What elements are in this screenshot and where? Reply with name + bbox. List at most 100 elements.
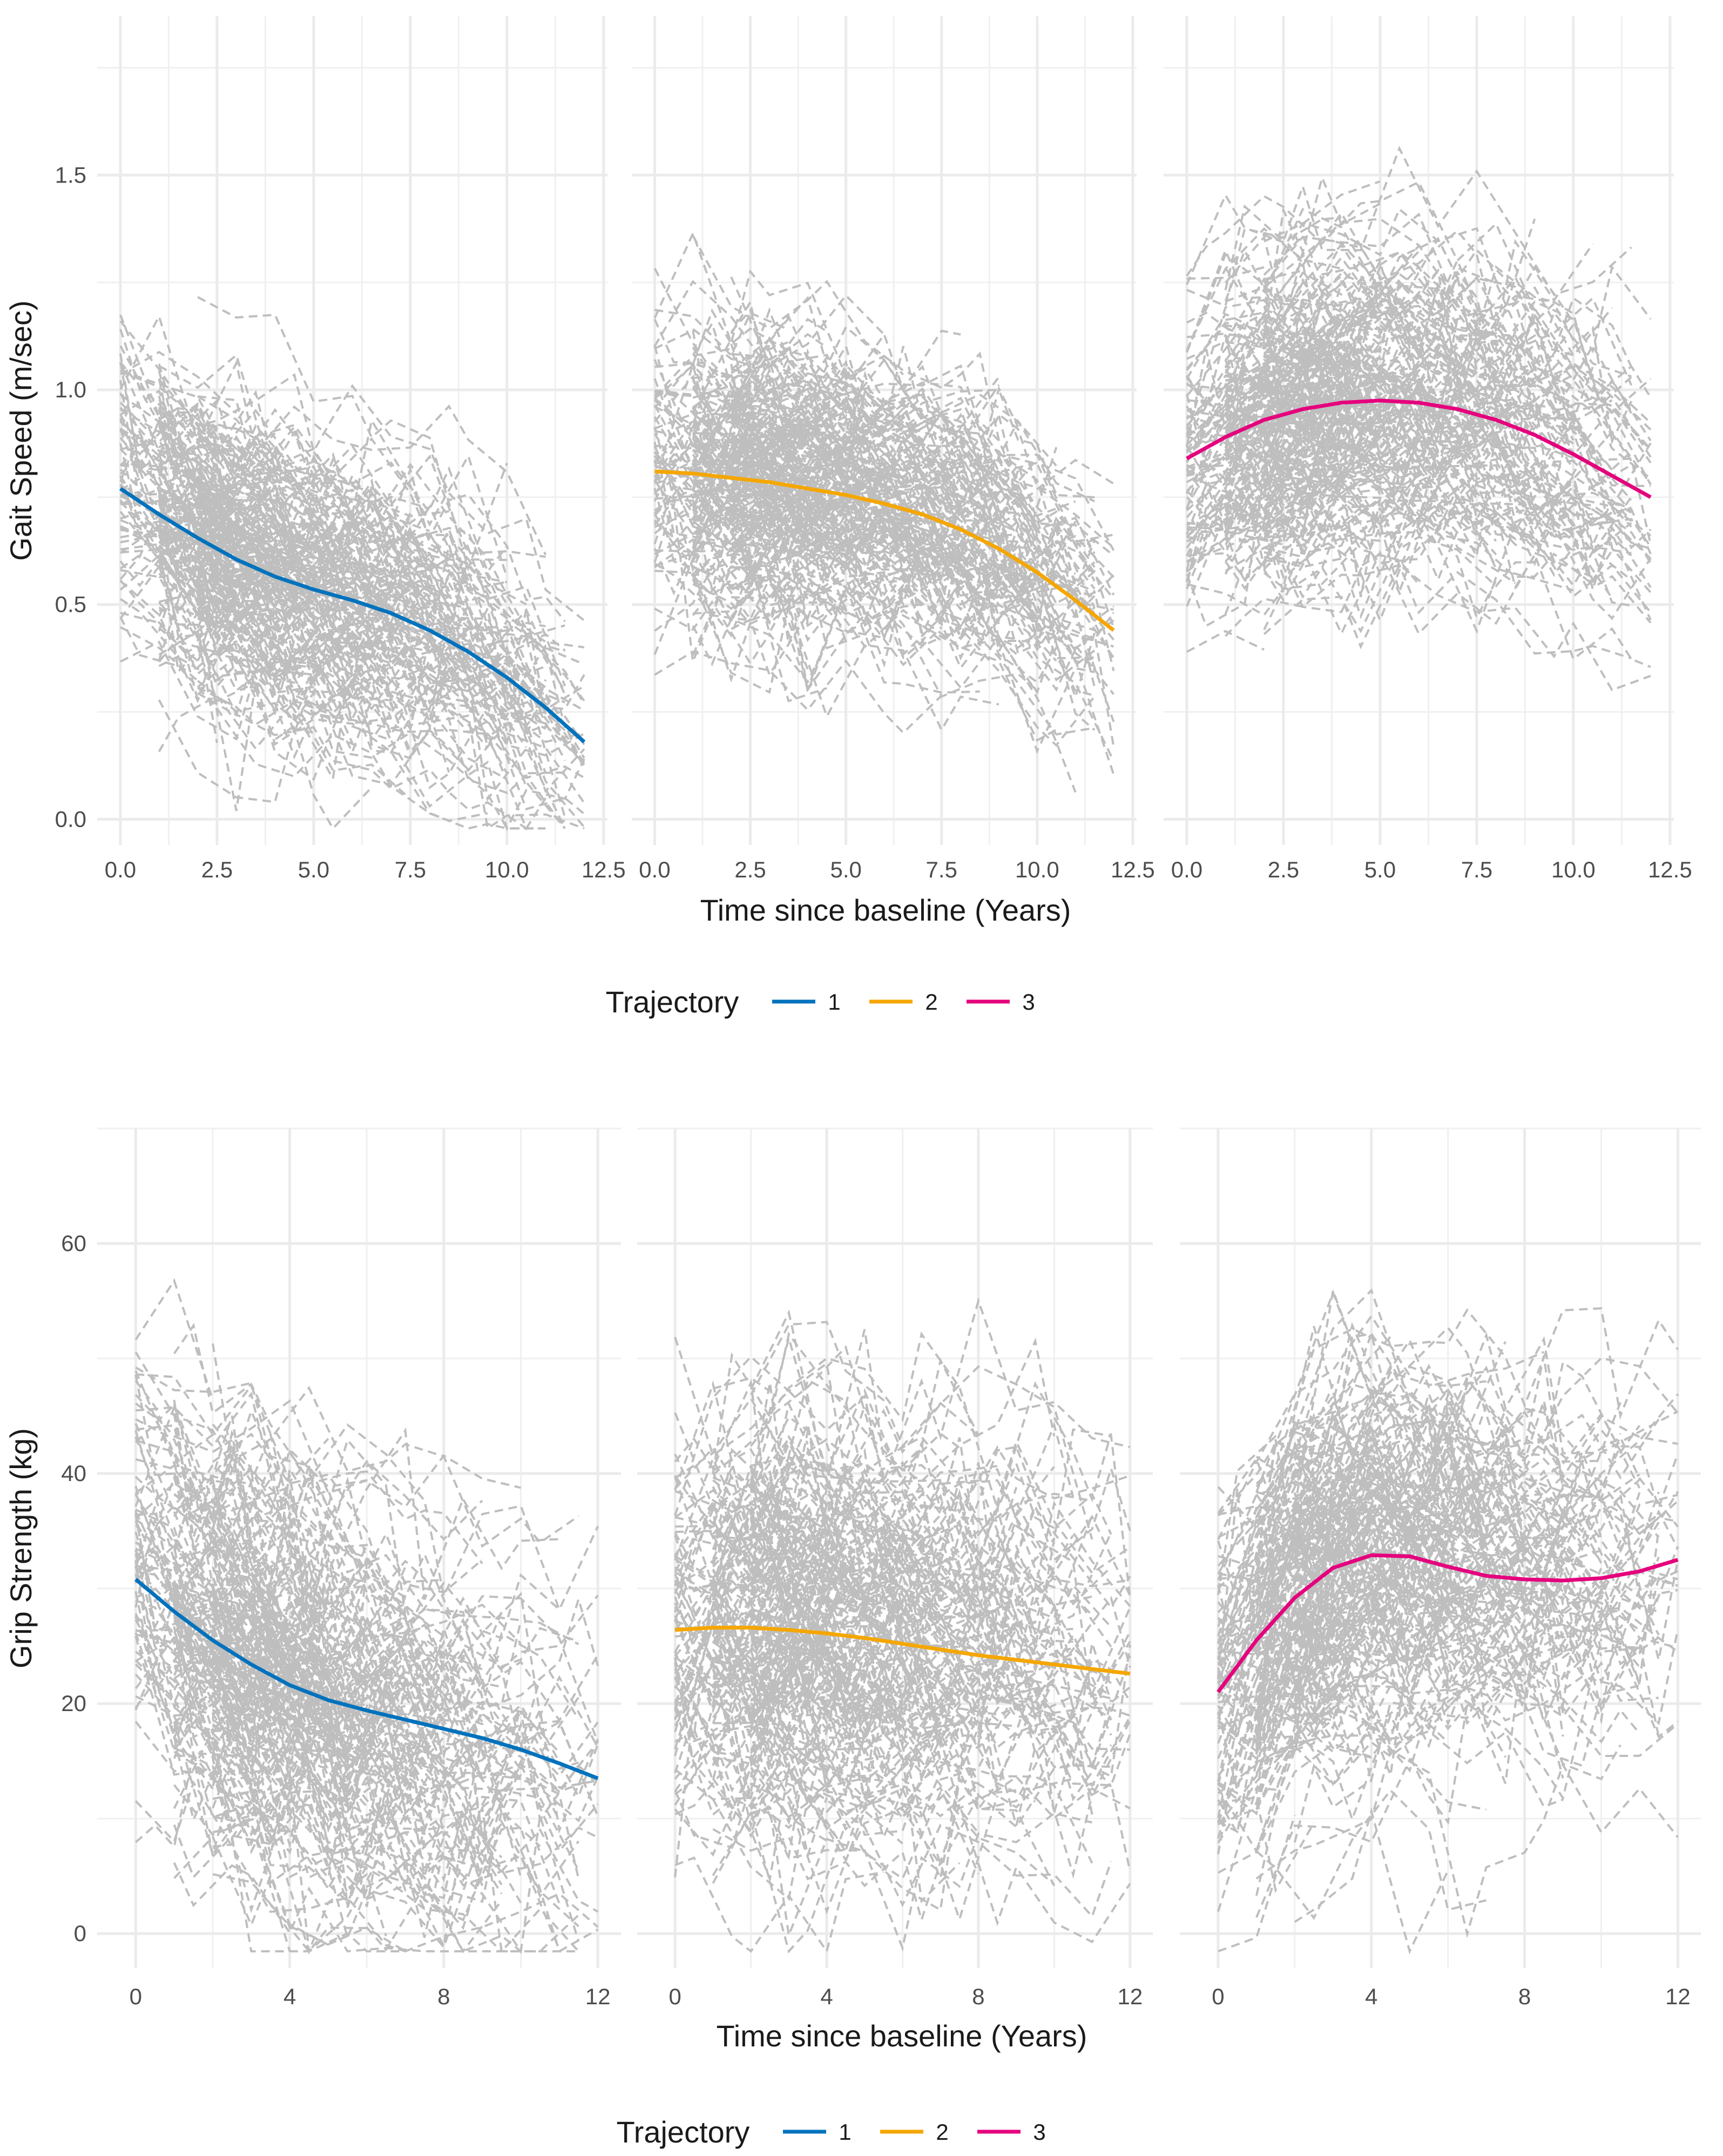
individual-trajectory-line (1293, 1461, 1506, 1659)
individual-trajectory-line (173, 1611, 599, 1839)
individual-trajectory-line (1294, 1329, 1621, 1503)
x-tick-label: 8 (1518, 1984, 1531, 2009)
individual-trajectory-line (712, 1629, 1130, 1751)
individual-trajectory-line (674, 1555, 1073, 1718)
individual-trajectory-line (158, 645, 276, 711)
x-tick-label: 10.0 (1551, 857, 1596, 882)
individual-trajectory-line (134, 1573, 521, 1780)
individual-trajectory-line (1186, 227, 1613, 440)
individual-trajectory-line (674, 1722, 942, 1836)
individual-trajectory-line (197, 424, 392, 576)
legend-title: Trajectory (617, 2115, 750, 2149)
individual-trajectory-line (1217, 1705, 1295, 1819)
individual-trajectory-line (1255, 1439, 1353, 1493)
individual-trajectory-line (674, 1620, 752, 1756)
individual-trajectory-line (1294, 1493, 1564, 1635)
individual-trajectory-line (158, 399, 508, 574)
individual-trajectory-line (119, 362, 237, 491)
individual-trajectory-line (749, 1628, 903, 1790)
individual-trajectory-line (692, 457, 1038, 618)
individual-trajectory-line (654, 367, 1038, 565)
individual-trajectory-line (134, 1482, 194, 1520)
individual-trajectory-line (173, 1591, 598, 1789)
individual-trajectory-line (1255, 1788, 1487, 1920)
individual-trajectory-line (1217, 1491, 1602, 1715)
y-tick-label: 60 (61, 1231, 86, 1256)
individual-trajectory-line (1255, 1585, 1449, 1732)
x-tick-label: 8 (437, 1984, 450, 2009)
individual-trajectory-line (654, 391, 847, 482)
individual-trajectory-line (134, 1394, 522, 1509)
individual-trajectory-line (1217, 1575, 1449, 1836)
trajectory-1-line (119, 486, 586, 744)
individual-trajectory-line (1186, 472, 1285, 519)
x-tick-label: 5.0 (830, 857, 861, 882)
individual-trajectory-line (653, 442, 1115, 659)
individual-trajectory-line (158, 406, 470, 591)
individual-trajectory-line (712, 1617, 979, 1738)
individual-trajectory-line (159, 501, 315, 560)
individual-trajectory-line (173, 1652, 329, 1763)
individual-trajectory-line (674, 1415, 941, 1574)
individual-trajectory-line (750, 1760, 847, 1853)
individual-trajectory-line (654, 517, 713, 556)
individual-trajectory-line (197, 583, 528, 746)
individual-trajectory-line (173, 1648, 560, 1904)
individual-trajectory-line (674, 1523, 808, 1618)
individual-trajectory-line (1186, 484, 1574, 617)
individual-trajectory-line (692, 428, 808, 478)
individual-trajectory-line (1217, 1693, 1295, 1839)
individual-trajectory-line (749, 1618, 979, 1834)
individual-trajectory-line (692, 483, 1000, 624)
individual-trajectory-line (1256, 1554, 1621, 1702)
x-tick-label: 4 (820, 1984, 833, 2009)
individual-trajectory-line (1225, 292, 1594, 445)
individual-trajectory-line (159, 547, 392, 668)
individual-trajectory-line (120, 369, 431, 513)
individual-trajectory-line (712, 1590, 942, 1689)
individual-trajectory-line (1217, 1437, 1660, 1679)
individual-trajectory-line (173, 1526, 464, 1708)
individual-trajectory-line (158, 601, 334, 717)
individual-trajectory-line (730, 404, 1096, 583)
individual-trajectory-line (1225, 356, 1478, 441)
individual-trajectory-line (1217, 1395, 1373, 1692)
individual-trajectory-line (158, 363, 566, 692)
individual-trajectory-line (675, 1525, 847, 1579)
individual-trajectory-line (1186, 443, 1613, 557)
individual-trajectory-line (158, 406, 546, 558)
individual-trajectory-line (173, 1677, 425, 1890)
individual-trajectory-line (654, 362, 1095, 546)
individual-trajectory-line (1186, 370, 1575, 530)
individual-trajectory-line (212, 1770, 541, 1914)
individual-trajectory-line (692, 235, 1000, 441)
individual-trajectory-line (197, 686, 334, 726)
individual-trajectory-line (173, 1751, 579, 1954)
individual-trajectory-line (158, 416, 450, 559)
individual-trajectory-line (712, 1376, 771, 1393)
individual-trajectory-line (1186, 355, 1574, 471)
individual-trajectory-line (653, 468, 1038, 612)
individual-trajectory-line (1255, 1685, 1410, 1774)
individual-trajectory-line (197, 430, 508, 591)
individual-trajectory-line (674, 1685, 789, 1733)
individual-trajectory-line (1224, 400, 1613, 583)
individual-trajectory-line (135, 1547, 368, 1767)
individual-trajectory-line (674, 1856, 884, 1954)
individual-trajectory-line (134, 1370, 329, 1484)
individual-trajectory-line (1263, 379, 1574, 502)
individual-trajectory-line (134, 1374, 464, 1641)
legend-label-2: 2 (936, 2119, 948, 2145)
individual-trajectory-line (1255, 1484, 1488, 1583)
individual-trajectory-line (1263, 337, 1343, 435)
individual-trajectory-line (1256, 1734, 1371, 1763)
individual-trajectory-line (653, 345, 771, 531)
x-tick-label: 12.5 (1111, 857, 1155, 882)
individual-trajectory-line (749, 1321, 979, 1448)
individual-trajectory-line (1294, 1543, 1411, 1675)
individual-trajectory-line (654, 509, 770, 556)
individual-trajectory-line (212, 1734, 349, 1838)
individual-trajectory-line (1263, 470, 1535, 568)
panel-3: 0 4 8 12 (1180, 1127, 1701, 2009)
individual-trajectory-line (1186, 468, 1401, 628)
